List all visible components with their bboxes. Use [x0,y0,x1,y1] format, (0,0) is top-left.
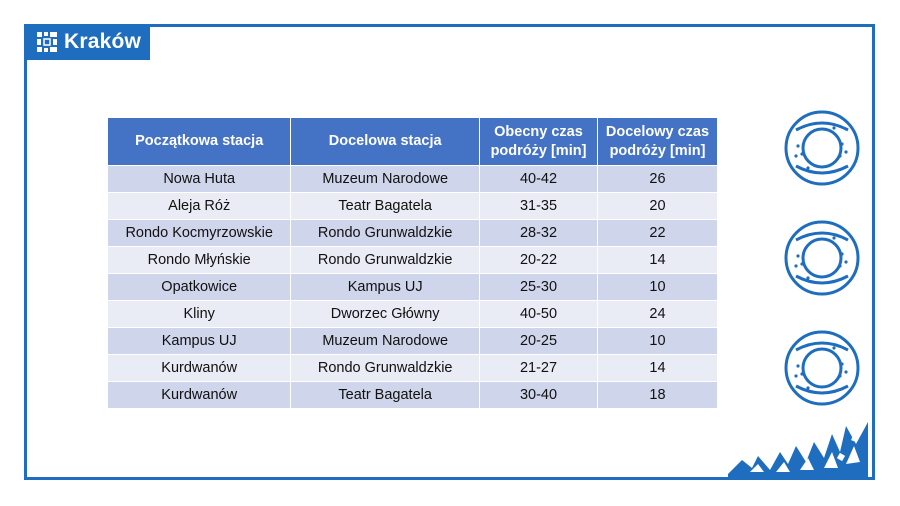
cell-current-time: 20-25 [479,327,598,354]
travel-time-table: Początkowa stacja Docelowa stacja Obecny… [108,118,717,408]
cell-start-station: Rondo Młyńskie [108,246,292,273]
table-row: Aleja Róż Teatr Bagatela 31-35 20 [108,192,717,219]
cell-current-time: 40-50 [479,300,598,327]
cell-destination-station: Rondo Grunwaldzkie [291,246,480,273]
cell-destination-station: Kampus UJ [291,273,480,300]
cell-destination-station: Teatr Bagatela [291,192,480,219]
header-target-time: Docelowy czas podróży [min] [598,118,717,165]
cell-start-station: Aleja Róż [108,192,292,219]
table-row: Opatkowice Kampus UJ 25-30 10 [108,273,717,300]
table-header-row: Początkowa stacja Docelowa stacja Obecny… [108,118,717,165]
table-row: Kurdwanów Teatr Bagatela 30-40 18 [108,381,717,408]
cell-start-station: Rondo Kocmyrzowskie [108,219,292,246]
cell-start-station: Kurdwanów [108,354,292,381]
cell-target-time: 18 [598,381,717,408]
cell-destination-station: Muzeum Narodowe [291,327,480,354]
table-row: Rondo Kocmyrzowskie Rondo Grunwaldzkie 2… [108,219,717,246]
table-row: Nowa Huta Muzeum Narodowe 40-42 26 [108,165,717,192]
cell-destination-station: Muzeum Narodowe [291,165,480,192]
krakow-logo: Kraków [24,24,150,60]
header-start-station: Początkowa stacja [108,118,292,165]
cell-target-time: 10 [598,273,717,300]
cell-target-time: 10 [598,327,717,354]
cell-current-time: 28-32 [479,219,598,246]
cell-start-station: Opatkowice [108,273,292,300]
table-row: Rondo Młyńskie Rondo Grunwaldzkie 20-22 … [108,246,717,273]
table-row: Kliny Dworzec Główny 40-50 24 [108,300,717,327]
cell-destination-station: Rondo Grunwaldzkie [291,354,480,381]
cell-target-time: 22 [598,219,717,246]
header-current-time: Obecny czas podróży [min] [479,118,598,165]
cell-start-station: Kliny [108,300,292,327]
cell-target-time: 24 [598,300,717,327]
cell-target-time: 14 [598,354,717,381]
cell-destination-station: Teatr Bagatela [291,381,480,408]
cell-current-time: 21-27 [479,354,598,381]
cell-target-time: 26 [598,165,717,192]
pretzel-icon [784,110,860,186]
pretzel-icon [784,330,860,406]
header-destination-station: Docelowa stacja [291,118,480,165]
krakow-logo-icon [37,32,57,52]
cell-current-time: 30-40 [479,381,598,408]
cell-current-time: 31-35 [479,192,598,219]
table-row: Kampus UJ Muzeum Narodowe 20-25 10 [108,327,717,354]
cell-start-station: Kurdwanów [108,381,292,408]
cell-destination-station: Dworzec Główny [291,300,480,327]
cell-start-station: Nowa Huta [108,165,292,192]
cell-target-time: 20 [598,192,717,219]
cell-destination-station: Rondo Grunwaldzkie [291,219,480,246]
brand-name: Kraków [64,30,142,53]
cell-target-time: 14 [598,246,717,273]
cell-start-station: Kampus UJ [108,327,292,354]
cell-current-time: 20-22 [479,246,598,273]
pretzel-icon [784,220,860,296]
city-skyline-icon [728,422,868,478]
table-row: Kurdwanów Rondo Grunwaldzkie 21-27 14 [108,354,717,381]
cell-current-time: 25-30 [479,273,598,300]
cell-current-time: 40-42 [479,165,598,192]
